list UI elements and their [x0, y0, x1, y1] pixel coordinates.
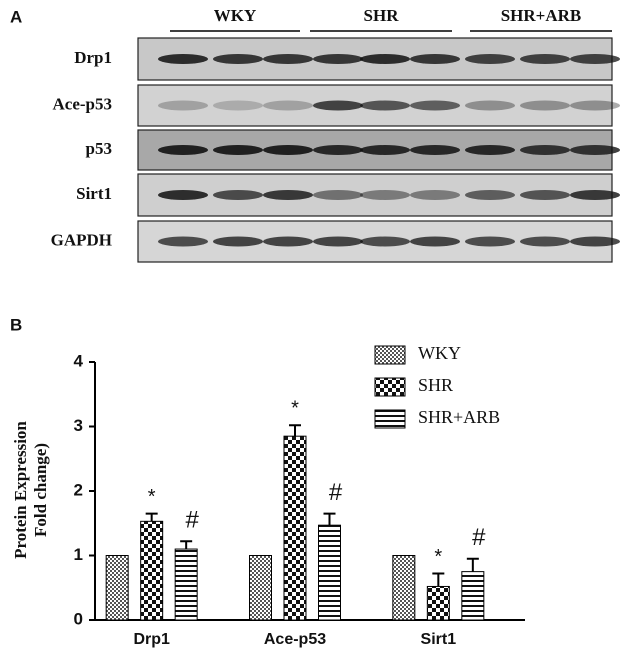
- legend-label: SHR+ARB: [418, 407, 500, 427]
- blot-band: [465, 54, 515, 64]
- blot-band: [213, 145, 263, 155]
- blot-band: [158, 100, 208, 111]
- blot-band: [313, 54, 363, 64]
- y-axis-label: Fold change): [31, 443, 50, 537]
- error-bar: [145, 512, 158, 522]
- blot-band: [570, 54, 620, 64]
- blot-band: [465, 100, 515, 111]
- error-bar: [466, 557, 479, 572]
- bar: [461, 571, 485, 621]
- error-bar: [432, 572, 445, 587]
- group-label: SHR+ARB: [501, 6, 582, 25]
- y-tick-label: 1: [74, 545, 83, 564]
- y-tick-label: 0: [74, 609, 83, 628]
- blot-band: [520, 190, 570, 200]
- blot-band: [313, 190, 363, 200]
- x-tick-label: Ace-p53: [264, 631, 326, 648]
- blot-band: [465, 190, 515, 200]
- bar: [249, 555, 272, 621]
- group-label: WKY: [214, 6, 257, 25]
- error-bar: [180, 540, 193, 550]
- blot-band: [410, 145, 460, 155]
- significance-mark: #: [185, 507, 199, 534]
- bar: [105, 555, 129, 621]
- error-bar: [289, 424, 301, 437]
- blot-band: [313, 100, 363, 111]
- row-label: p53: [86, 139, 112, 158]
- blot-band: [158, 145, 208, 155]
- group-label: SHR: [364, 6, 400, 25]
- blot-band: [213, 190, 263, 200]
- legend-label: WKY: [418, 343, 461, 363]
- blot-band: [520, 236, 570, 247]
- blot-band: [313, 236, 363, 247]
- blot-band: [570, 145, 620, 155]
- blot-band: [360, 236, 410, 247]
- significance-mark: *: [148, 486, 156, 508]
- blot-band: [360, 100, 410, 111]
- blot-band: [158, 54, 208, 64]
- blot-band: [213, 236, 263, 247]
- legend-swatch: [374, 377, 406, 397]
- legend-label: SHR: [418, 375, 453, 395]
- bar: [283, 435, 307, 621]
- bar: [318, 524, 341, 621]
- significance-mark: #: [329, 479, 343, 506]
- blot-band: [570, 190, 620, 200]
- significance-mark: *: [434, 546, 442, 568]
- panel-label: B: [10, 315, 22, 334]
- row-label: Ace-p53: [53, 94, 112, 113]
- row-label: Sirt1: [76, 184, 112, 203]
- x-tick-label: Sirt1: [421, 631, 457, 648]
- blot-band: [410, 190, 460, 200]
- significance-mark: *: [291, 397, 299, 419]
- legend-swatch: [374, 409, 406, 429]
- bar: [174, 548, 198, 621]
- blot-band: [263, 236, 313, 247]
- bar: [140, 520, 164, 621]
- blot-band: [213, 54, 263, 64]
- row-label: Drp1: [74, 48, 112, 67]
- blot-band: [263, 54, 313, 64]
- blot-band: [360, 54, 410, 64]
- significance-mark: #: [472, 524, 486, 551]
- blot-band: [570, 236, 620, 247]
- blot-band: [313, 145, 363, 155]
- blot-band: [213, 100, 263, 111]
- legend-swatch: [374, 345, 406, 365]
- blot-band: [360, 190, 410, 200]
- y-tick-label: 2: [74, 480, 83, 499]
- blot-band: [465, 236, 515, 247]
- blot-band: [410, 54, 460, 64]
- blot-band: [263, 190, 313, 200]
- blot-band: [410, 100, 460, 111]
- y-tick-label: 3: [74, 416, 83, 435]
- blot-band: [263, 145, 313, 155]
- blot-band: [520, 145, 570, 155]
- blot-band: [520, 54, 570, 64]
- blot-band: [465, 145, 515, 155]
- blot-band: [520, 100, 570, 111]
- blot-band: [158, 236, 208, 247]
- panel-label: A: [10, 7, 22, 26]
- error-bar: [323, 512, 336, 526]
- blot-band: [360, 145, 410, 155]
- bar: [426, 585, 450, 621]
- row-label: GAPDH: [51, 230, 112, 249]
- blot-band: [410, 236, 460, 247]
- bar: [392, 555, 416, 621]
- y-tick-label: 4: [74, 351, 84, 370]
- blot-band: [263, 100, 313, 111]
- y-axis-label: Protein Expression: [11, 421, 30, 559]
- blot-band: [570, 100, 620, 111]
- x-tick-label: Drp1: [133, 631, 170, 648]
- blot-band: [158, 190, 208, 200]
